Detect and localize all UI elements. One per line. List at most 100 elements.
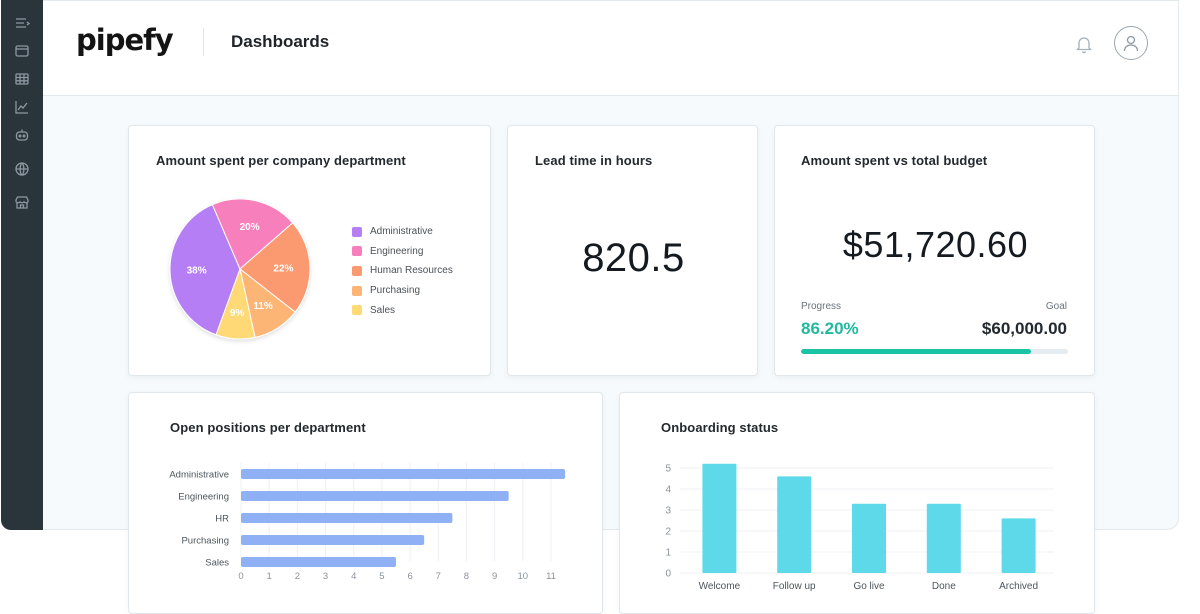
left-sidebar: [1, 0, 43, 530]
pie-slice-label: 22%: [273, 263, 293, 274]
legend-swatch: [352, 226, 362, 237]
x-category-label: Archived: [999, 581, 1038, 592]
pie-slice-engineering[interactable]: [211, 198, 294, 270]
bar-go-live[interactable]: [852, 503, 886, 573]
x-tick-label: 2: [295, 571, 300, 582]
goal-label: Goal: [1045, 301, 1067, 312]
card-title: Lead time in hours: [535, 153, 653, 168]
x-category-label: Done: [932, 581, 956, 592]
bar-done[interactable]: [926, 503, 961, 573]
bar-engineering[interactable]: [241, 491, 509, 501]
user-avatar[interactable]: [1114, 26, 1148, 60]
bar-welcome[interactable]: [702, 463, 737, 573]
legend-swatch: [352, 305, 362, 316]
card-title: Onboarding status: [661, 420, 779, 435]
lead-time-value: 820.5: [582, 236, 685, 280]
amount-spent-value: $51,720.60: [842, 224, 1029, 265]
legend-item-human-resources[interactable]: Human Resources: [352, 261, 453, 281]
x-tick-label: 0: [238, 571, 243, 582]
legend-label: Engineering: [370, 245, 424, 257]
pie-slice-administrative[interactable]: [169, 204, 241, 336]
legend-label: Sales: [370, 304, 396, 316]
y-tick-label: 0: [665, 569, 671, 580]
legend-item-purchasing[interactable]: Purchasing: [352, 281, 453, 301]
spend-by-department-card: Amount spent per company department 38% 2…: [128, 125, 491, 376]
progress-label: Progress: [801, 301, 842, 312]
y-category-label: Sales: [205, 558, 229, 569]
menu-icon[interactable]: [14, 15, 30, 31]
y-category-label: Purchasing: [181, 536, 229, 547]
open-positions-bar-chart: 0 1 2 3 4 5 6 7 8 9 10 11 Administrative Engineering H…: [169, 463, 566, 582]
x-tick-label: 6: [407, 571, 412, 582]
user-icon: [1123, 35, 1139, 52]
legend-label: Administrative: [370, 226, 433, 238]
pie-slice-label: 9%: [230, 308, 245, 319]
pie-slice-human-resources[interactable]: [239, 222, 311, 313]
pie-slice-sales[interactable]: [215, 267, 256, 340]
pie-slice-label: 11%: [253, 301, 273, 312]
notifications-bell-icon[interactable]: [1073, 33, 1095, 55]
pie-slice-label: 38%: [187, 266, 207, 277]
legend-swatch: [352, 285, 362, 296]
y-category-label: Engineering: [178, 492, 229, 503]
card-title: Amount spent per company department: [156, 153, 406, 168]
x-category-label: Go live: [853, 581, 885, 592]
progress-bar: [801, 349, 1068, 354]
progress-bar-fill: [801, 349, 1032, 354]
bar-sales[interactable]: [241, 557, 396, 567]
x-tick-label: 4: [351, 571, 356, 582]
trend-chart-icon[interactable]: [14, 99, 30, 115]
legend-label: Purchasing: [370, 285, 421, 297]
x-tick-label: 7: [436, 571, 441, 582]
x-tick-label: 11: [546, 571, 556, 582]
bar-archived[interactable]: [1001, 518, 1036, 573]
x-tick-label: 5: [379, 571, 384, 582]
legend-swatch: [352, 246, 362, 257]
x-tick-label: 9: [492, 571, 497, 582]
bar-purchasing[interactable]: [241, 535, 425, 545]
x-tick-label: 8: [464, 571, 469, 582]
bar-follow-up[interactable]: [777, 476, 812, 573]
onboarding-status-card: Onboarding status 0 1 2 3 4 5 Welcome Follow up…: [619, 392, 1095, 614]
card-title: Amount spent vs total budget: [801, 153, 988, 168]
y-tick-label: 2: [665, 527, 671, 538]
y-category-label: HR: [215, 514, 229, 525]
top-header: pipefy Dashboards: [43, 1, 1178, 96]
goal-value: $60,000.00: [981, 319, 1067, 338]
y-tick-label: 3: [665, 506, 671, 517]
y-tick-label: 5: [665, 464, 671, 475]
pipefy-logo[interactable]: pipefy: [76, 23, 174, 57]
legend-item-administrative[interactable]: Administrative: [352, 222, 453, 242]
bar-hr[interactable]: [241, 513, 453, 523]
pie-chart: 38% 20% 22% 11% 9%: [169, 198, 311, 340]
x-category-label: Welcome: [699, 581, 741, 592]
page-title: Dashboards: [231, 32, 330, 51]
window-icon[interactable]: [14, 43, 30, 59]
card-title: Open positions per department: [170, 420, 366, 435]
pie-legend: Administrative Engineering Human Resources…: [352, 222, 453, 320]
robot-icon[interactable]: [14, 127, 30, 143]
lead-time-card: Lead time in hours 820.5: [507, 125, 758, 376]
y-tick-label: 4: [665, 485, 671, 496]
globe-icon[interactable]: [14, 161, 30, 177]
y-tick-label: 1: [665, 548, 671, 559]
onboarding-status-bar-chart: 0 1 2 3 4 5 Welcome Follow up Go live Done Archive…: [665, 463, 1054, 592]
header-divider: [203, 28, 204, 56]
table-icon[interactable]: [14, 71, 30, 87]
open-positions-card: Open positions per department 0 1 2 3 4 5 6 7 8 9…: [128, 392, 603, 614]
legend-item-engineering[interactable]: Engineering: [352, 242, 453, 262]
x-category-label: Follow up: [773, 581, 816, 592]
y-category-label: Administrative: [169, 470, 229, 481]
x-tick-label: 3: [323, 571, 328, 582]
pie-slice-label: 20%: [240, 222, 260, 233]
legend-swatch: [352, 265, 362, 276]
legend-item-sales[interactable]: Sales: [352, 300, 453, 320]
progress-percentage: 86.20%: [801, 319, 859, 338]
budget-card: Amount spent vs total budget $51,720.60 …: [774, 125, 1095, 376]
store-icon[interactable]: [14, 194, 30, 210]
bar-administrative[interactable]: [241, 469, 566, 479]
x-tick-label: 10: [518, 571, 529, 582]
legend-label: Human Resources: [370, 265, 453, 277]
x-tick-label: 1: [267, 571, 272, 582]
